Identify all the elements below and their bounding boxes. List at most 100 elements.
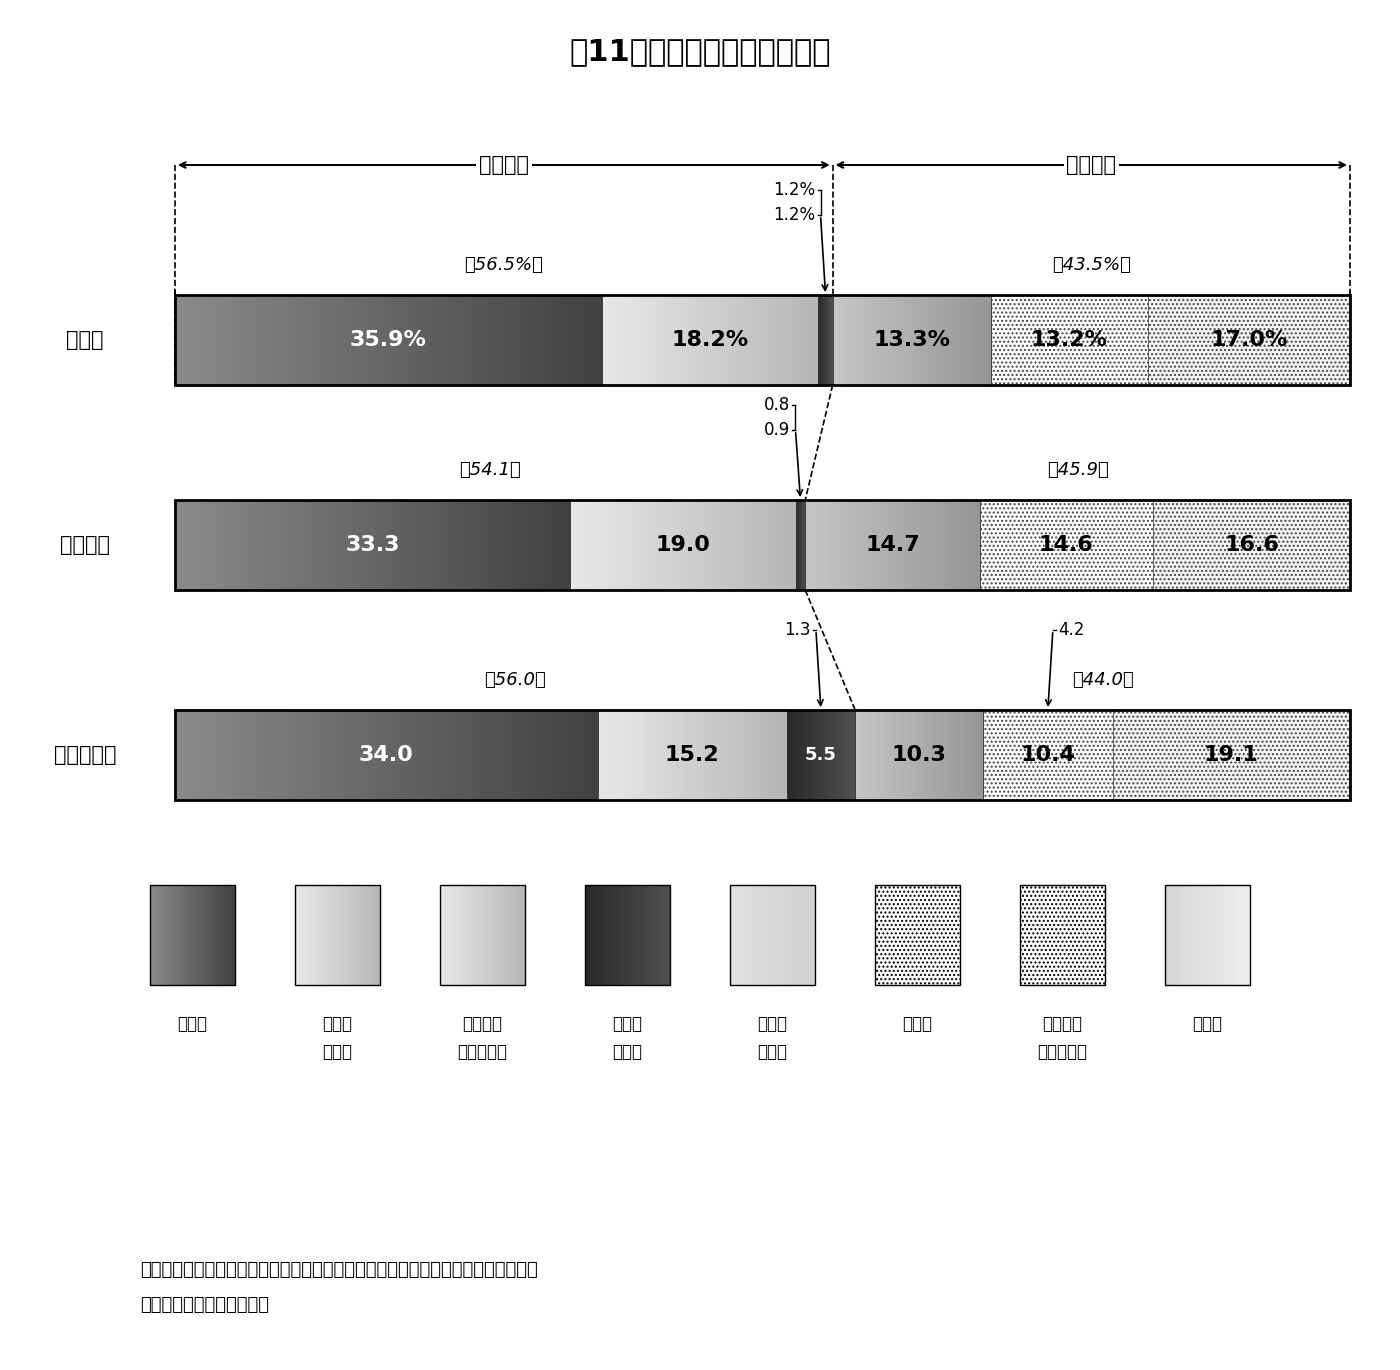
Bar bbox=[1224, 885, 1225, 985]
Bar bbox=[720, 500, 722, 590]
Bar bbox=[371, 710, 377, 800]
Text: 交　付　金: 交 付 金 bbox=[458, 1043, 507, 1060]
Bar bbox=[470, 885, 472, 985]
Bar bbox=[664, 500, 666, 590]
Bar bbox=[787, 710, 855, 800]
Bar bbox=[857, 295, 858, 385]
Text: 地方特例: 地方特例 bbox=[462, 1015, 503, 1033]
Bar bbox=[378, 295, 384, 385]
Bar bbox=[966, 500, 969, 590]
Bar bbox=[792, 500, 797, 590]
Bar bbox=[770, 710, 773, 800]
Bar bbox=[587, 885, 588, 985]
Bar bbox=[623, 885, 626, 985]
Bar bbox=[1242, 885, 1243, 985]
Bar bbox=[336, 885, 337, 985]
Bar bbox=[193, 885, 195, 985]
Bar bbox=[244, 500, 249, 590]
Bar bbox=[983, 295, 986, 385]
Bar bbox=[575, 500, 580, 590]
Bar bbox=[272, 295, 277, 385]
Bar bbox=[469, 295, 475, 385]
Bar bbox=[675, 295, 678, 385]
Text: 4.2: 4.2 bbox=[1058, 621, 1084, 638]
Bar bbox=[202, 885, 203, 985]
Bar bbox=[1180, 885, 1183, 985]
Bar bbox=[281, 295, 287, 385]
Bar bbox=[469, 885, 470, 985]
Bar bbox=[1235, 885, 1236, 985]
Bar bbox=[753, 295, 756, 385]
Bar bbox=[627, 500, 630, 590]
Bar bbox=[175, 295, 181, 385]
Bar bbox=[619, 500, 622, 590]
Bar bbox=[501, 500, 507, 590]
Bar bbox=[319, 295, 325, 385]
Bar bbox=[840, 295, 843, 385]
Bar bbox=[927, 710, 930, 800]
Bar bbox=[946, 500, 949, 590]
Bar bbox=[762, 500, 766, 590]
Bar bbox=[687, 710, 690, 800]
Bar bbox=[442, 295, 448, 385]
Bar bbox=[924, 710, 925, 800]
Bar bbox=[640, 885, 643, 985]
Bar bbox=[535, 710, 540, 800]
Bar bbox=[375, 710, 382, 800]
Bar bbox=[399, 295, 405, 385]
Bar bbox=[207, 295, 213, 385]
Bar bbox=[808, 295, 811, 385]
Bar bbox=[220, 885, 221, 985]
Bar bbox=[965, 500, 967, 590]
Bar bbox=[153, 885, 155, 985]
Bar bbox=[207, 885, 209, 985]
Bar bbox=[284, 500, 290, 590]
Bar bbox=[244, 710, 249, 800]
Bar bbox=[304, 500, 309, 590]
Bar bbox=[610, 295, 613, 385]
Bar bbox=[711, 710, 714, 800]
Bar bbox=[620, 885, 623, 985]
Bar bbox=[210, 885, 211, 985]
Bar bbox=[906, 710, 909, 800]
Bar bbox=[769, 885, 770, 985]
Bar bbox=[764, 500, 769, 590]
Bar bbox=[703, 500, 706, 590]
Bar bbox=[778, 500, 783, 590]
Bar bbox=[756, 710, 759, 800]
Bar bbox=[643, 295, 645, 385]
Bar bbox=[977, 295, 980, 385]
Bar bbox=[848, 500, 851, 590]
Bar bbox=[692, 295, 694, 385]
Bar bbox=[587, 500, 591, 590]
Bar bbox=[871, 500, 874, 590]
Bar bbox=[949, 710, 952, 800]
Bar bbox=[738, 710, 741, 800]
Bar bbox=[773, 295, 776, 385]
Bar bbox=[962, 295, 963, 385]
Bar bbox=[813, 295, 816, 385]
Bar bbox=[627, 885, 630, 985]
Bar bbox=[714, 500, 717, 590]
Bar bbox=[759, 885, 760, 985]
Bar bbox=[972, 295, 973, 385]
Bar bbox=[689, 500, 692, 590]
Bar bbox=[188, 885, 190, 985]
Bar bbox=[890, 500, 893, 590]
Bar bbox=[680, 500, 683, 590]
Bar bbox=[431, 500, 437, 590]
Bar bbox=[844, 500, 847, 590]
Bar bbox=[762, 295, 764, 385]
Bar bbox=[532, 295, 539, 385]
Bar bbox=[423, 710, 430, 800]
Bar bbox=[888, 295, 890, 385]
Bar bbox=[792, 885, 794, 985]
Bar bbox=[318, 500, 323, 590]
Bar bbox=[983, 710, 1113, 800]
Bar bbox=[736, 500, 739, 590]
Bar bbox=[805, 885, 806, 985]
Bar bbox=[722, 500, 725, 590]
Bar bbox=[224, 500, 230, 590]
Bar bbox=[566, 710, 571, 800]
Bar bbox=[351, 295, 357, 385]
